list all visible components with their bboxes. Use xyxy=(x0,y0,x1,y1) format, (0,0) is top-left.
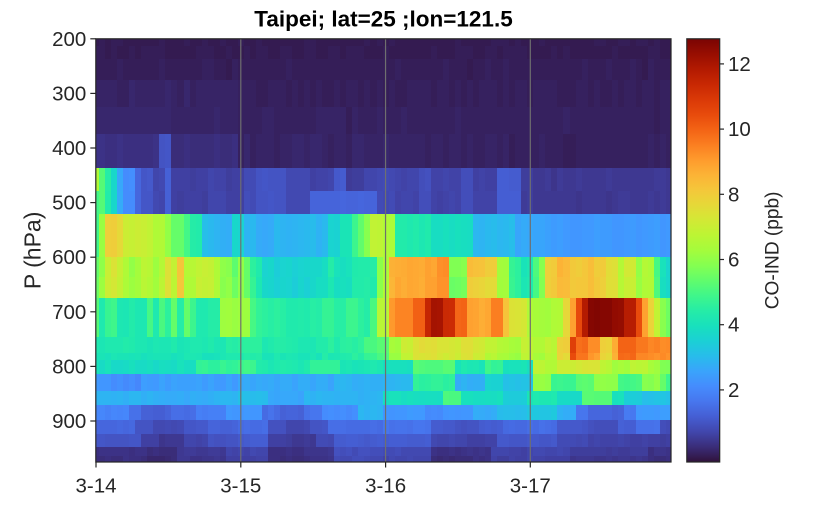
svg-text:12: 12 xyxy=(728,53,751,76)
svg-text:600: 600 xyxy=(52,246,86,269)
svg-text:Taipei; lat=25 ;lon=121.5: Taipei; lat=25 ;lon=121.5 xyxy=(254,7,512,32)
svg-text:3-15: 3-15 xyxy=(220,475,261,498)
svg-text:800: 800 xyxy=(52,355,86,378)
svg-text:500: 500 xyxy=(52,192,86,215)
svg-text:P (hPa): P (hPa) xyxy=(20,212,46,290)
svg-text:3-17: 3-17 xyxy=(510,475,551,498)
svg-text:4: 4 xyxy=(728,314,739,337)
svg-text:3-14: 3-14 xyxy=(75,475,116,498)
svg-text:3-16: 3-16 xyxy=(365,475,406,498)
svg-text:CO-IND (ppb): CO-IND (ppb) xyxy=(763,192,784,310)
svg-text:400: 400 xyxy=(52,137,86,160)
svg-text:6: 6 xyxy=(728,249,739,272)
svg-text:900: 900 xyxy=(52,410,86,433)
svg-text:10: 10 xyxy=(728,118,751,141)
svg-text:300: 300 xyxy=(52,82,86,105)
svg-text:8: 8 xyxy=(728,183,739,206)
svg-text:700: 700 xyxy=(52,301,86,324)
svg-text:200: 200 xyxy=(52,28,86,51)
svg-text:2: 2 xyxy=(728,379,739,402)
